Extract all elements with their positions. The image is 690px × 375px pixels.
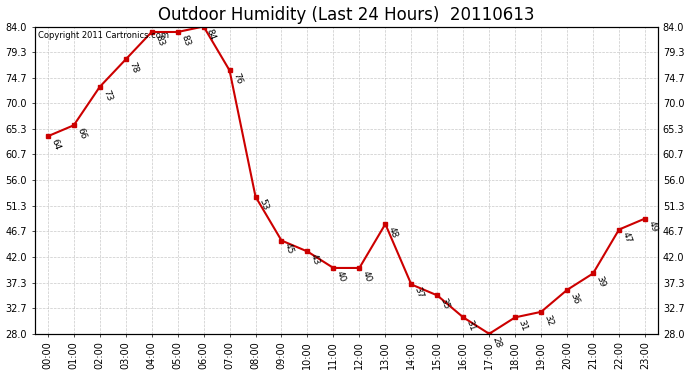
Text: 43: 43 — [309, 253, 321, 267]
Text: 40: 40 — [361, 269, 373, 283]
Title: Outdoor Humidity (Last 24 Hours)  20110613: Outdoor Humidity (Last 24 Hours) 2011061… — [158, 6, 535, 24]
Text: 48: 48 — [386, 225, 399, 239]
Text: 31: 31 — [517, 319, 529, 333]
Text: 76: 76 — [231, 72, 244, 86]
Text: 83: 83 — [153, 33, 166, 47]
Text: 66: 66 — [75, 127, 88, 141]
Text: 37: 37 — [413, 286, 425, 300]
Text: 36: 36 — [569, 291, 581, 305]
Text: 78: 78 — [127, 61, 139, 75]
Text: 64: 64 — [49, 138, 61, 152]
Text: 31: 31 — [464, 319, 477, 333]
Text: 32: 32 — [542, 313, 555, 327]
Text: 47: 47 — [620, 231, 633, 245]
Text: Copyright 2011 Cartronics.com: Copyright 2011 Cartronics.com — [38, 31, 169, 40]
Text: 35: 35 — [439, 297, 451, 310]
Text: 39: 39 — [595, 275, 607, 289]
Text: 49: 49 — [647, 220, 659, 234]
Text: 84: 84 — [205, 28, 217, 42]
Text: 83: 83 — [179, 33, 191, 47]
Text: 45: 45 — [283, 242, 295, 256]
Text: 53: 53 — [257, 198, 269, 212]
Text: 73: 73 — [101, 88, 114, 102]
Text: 40: 40 — [335, 269, 347, 283]
Text: 28: 28 — [491, 335, 503, 349]
